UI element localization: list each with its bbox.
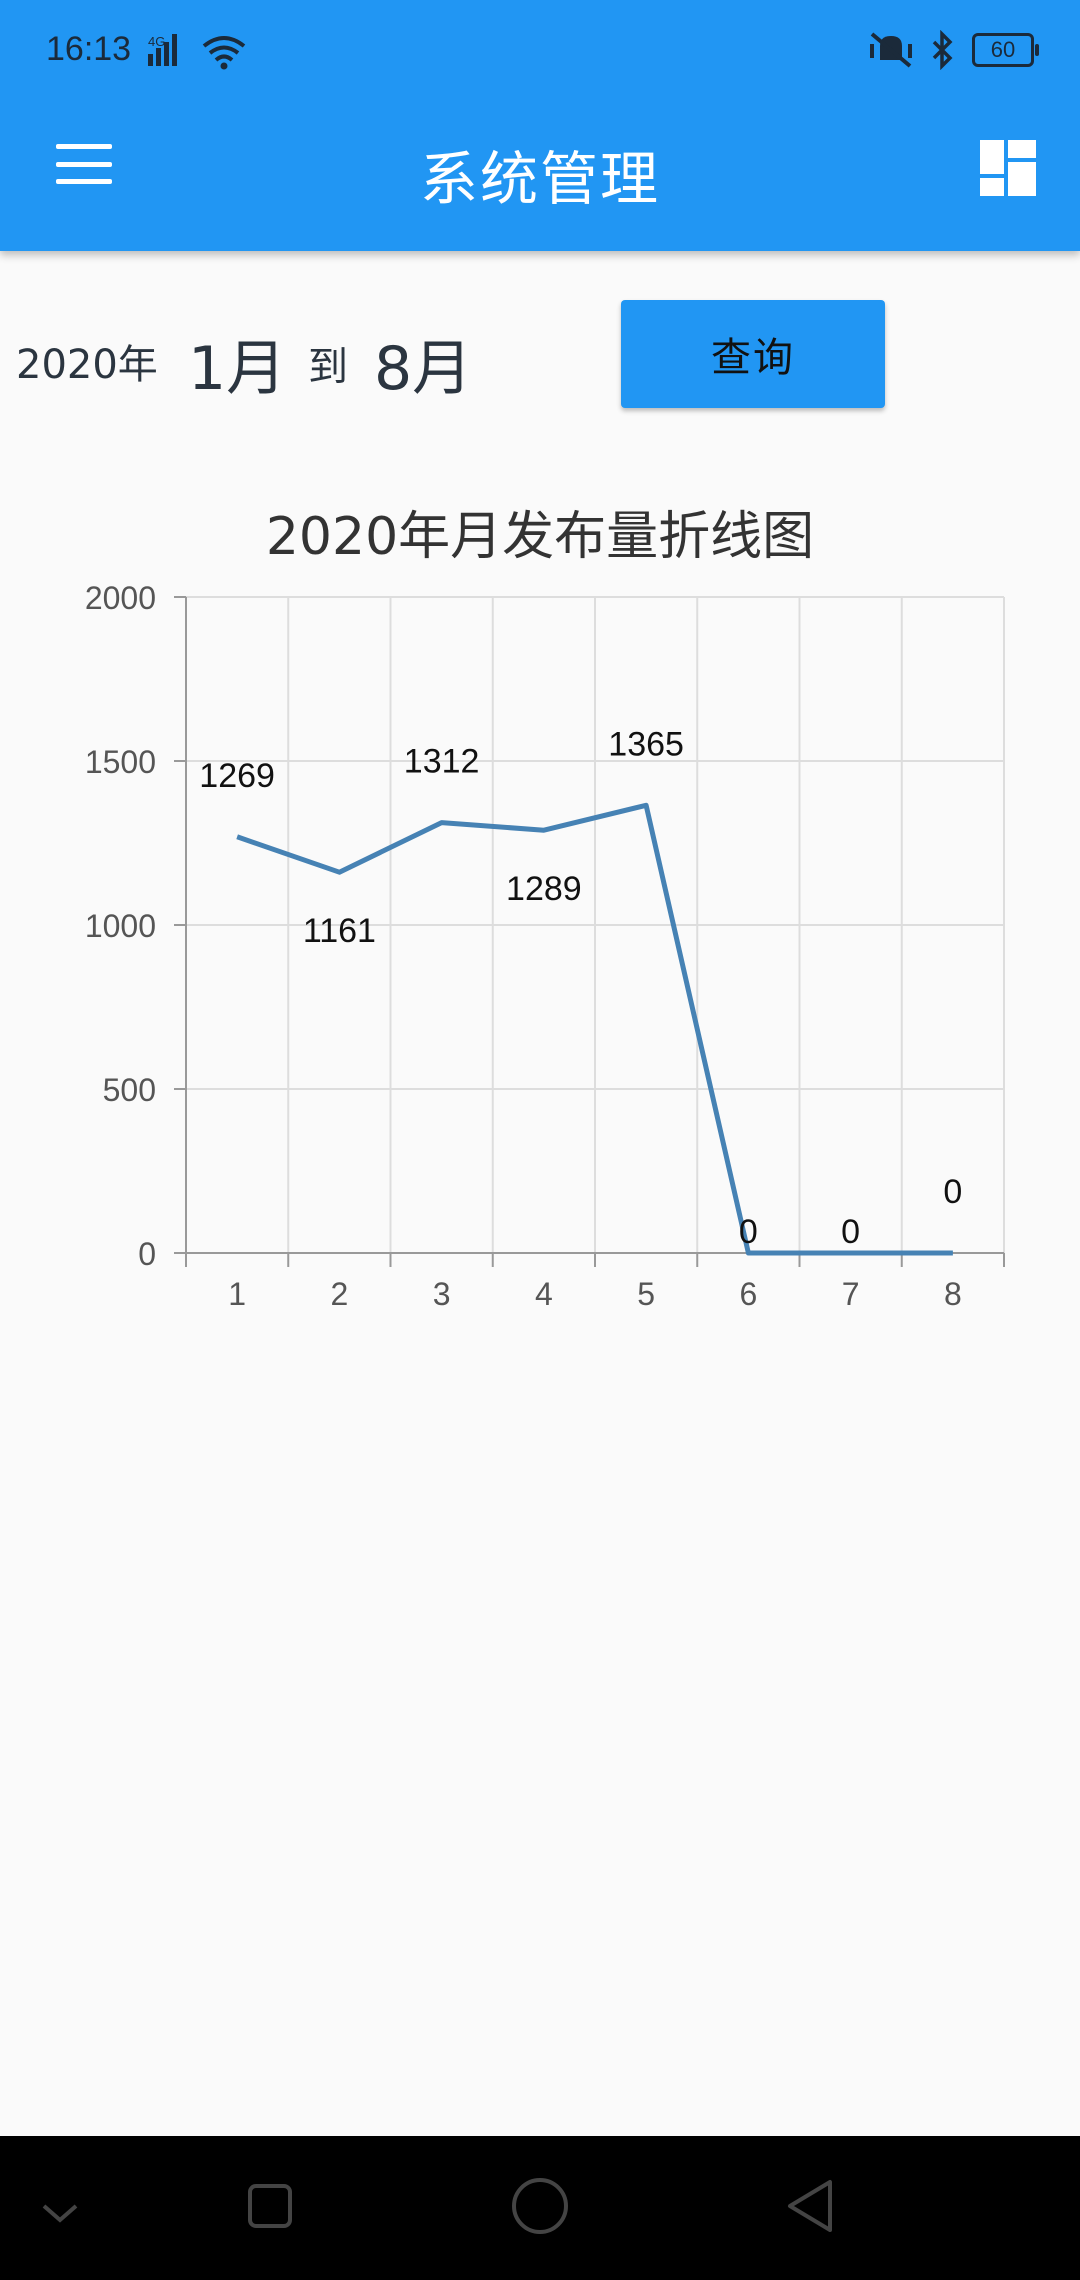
back-icon[interactable] <box>788 2180 832 2232</box>
data-label: 1269 <box>199 757 275 795</box>
bluetooth-icon <box>932 30 953 70</box>
line-chart: 0 500 1000 1500 2000 1 2 3 4 5 6 7 8 1269 1161 1312 1289… <box>85 580 1005 1312</box>
status-time: 16:13 <box>46 30 132 68</box>
start-month-picker[interactable]: 1月 <box>188 334 287 404</box>
data-label: 1312 <box>404 743 480 781</box>
x-tick-label: 2 <box>330 1276 348 1312</box>
wifi-icon <box>202 36 246 70</box>
query-button[interactable]: 查询 <box>621 300 885 408</box>
x-tick-label: 6 <box>739 1276 757 1312</box>
status-network-icons: 4G <box>148 34 246 70</box>
y-tick-label: 1500 <box>85 744 156 780</box>
battery-level: 60 <box>990 37 1016 62</box>
data-label: 0 <box>841 1213 860 1251</box>
battery-icon: 60 <box>972 33 1039 67</box>
recents-icon[interactable] <box>248 2184 292 2228</box>
series-line <box>236 802 953 1256</box>
end-month-picker[interactable]: 8月 <box>374 334 473 404</box>
x-tick-label: 4 <box>535 1276 553 1312</box>
network-type-label: 4G <box>148 34 165 49</box>
data-label: 0 <box>739 1213 758 1251</box>
chart-title: 2020年月发布量折线图 <box>265 507 815 567</box>
x-tick-label: 3 <box>433 1276 451 1312</box>
y-tick-label: 500 <box>103 1072 156 1108</box>
signal-icon: 4G <box>148 34 177 66</box>
hamburger-menu-icon[interactable] <box>56 144 112 184</box>
data-label: 1161 <box>303 912 376 950</box>
year-label[interactable]: 2020年 <box>16 342 158 388</box>
status-right-icons: 60 <box>868 30 1039 70</box>
x-tick-label: 7 <box>842 1276 860 1312</box>
range-to-label: 到 <box>308 344 348 390</box>
data-label: 0 <box>943 1173 962 1211</box>
x-tick-label: 1 <box>228 1276 246 1312</box>
y-tick-label: 1000 <box>85 908 156 944</box>
mute-vibrate-icon <box>870 32 912 68</box>
app-header: 16:13 4G 60 系统管理 <box>0 0 1080 251</box>
page-title: 系统管理 <box>419 145 660 213</box>
x-tick-label: 5 <box>637 1276 655 1312</box>
y-tick-label: 2000 <box>85 580 156 616</box>
data-label: 1289 <box>506 870 582 908</box>
data-label: 1365 <box>608 725 684 763</box>
x-tick-label: 8 <box>944 1276 962 1312</box>
home-icon[interactable] <box>512 2178 568 2234</box>
system-nav-bar <box>0 2136 1080 2280</box>
y-tick-label: 0 <box>138 1236 156 1272</box>
collapse-icon[interactable] <box>42 2204 78 2223</box>
dashboard-icon[interactable] <box>980 140 1036 196</box>
